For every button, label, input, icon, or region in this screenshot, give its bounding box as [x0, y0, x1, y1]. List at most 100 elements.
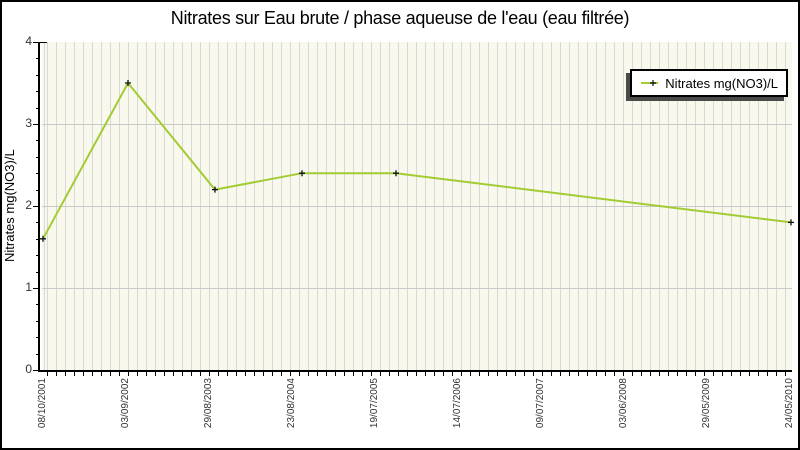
y-axis-line: [38, 42, 40, 372]
x-tick: [533, 372, 534, 376]
x-tick: [254, 372, 255, 376]
x-tick: [668, 372, 669, 376]
x-tick: [389, 372, 390, 376]
y-tick-major: [33, 124, 40, 125]
x-tick: [110, 372, 111, 376]
x-tick: [767, 372, 768, 376]
x-tick: [569, 372, 570, 376]
x-tick: [623, 372, 624, 376]
x-tick: [362, 372, 363, 376]
y-tick-major: [33, 42, 40, 43]
x-tick: [326, 372, 327, 376]
x-tick: [173, 372, 174, 376]
x-tick: [263, 372, 264, 376]
h-gridline: [42, 124, 792, 125]
x-tick: [146, 372, 147, 376]
x-tick: [245, 372, 246, 376]
x-tick: [164, 372, 165, 376]
x-tick: [731, 372, 732, 376]
x-tick: [650, 372, 651, 376]
x-tick-label: 23/08/2004: [286, 378, 297, 429]
x-tick: [236, 372, 237, 376]
x-tick: [281, 372, 282, 376]
legend-line-marker-icon: [641, 80, 659, 86]
legend-box: Nitrates mg(NO3)/L: [630, 69, 788, 97]
data-point-marker: [299, 170, 305, 177]
x-axis-line: [38, 370, 792, 372]
x-tick: [704, 372, 705, 376]
x-tick: [443, 372, 444, 376]
x-tick: [551, 372, 552, 376]
x-tick-label: 08/10/2001: [37, 378, 48, 429]
x-tick: [353, 372, 354, 376]
x-tick: [596, 372, 597, 376]
x-tick: [191, 372, 192, 376]
y-tick-major: [33, 206, 40, 207]
x-tick: [524, 372, 525, 376]
x-tick-label: 03/09/2002: [120, 378, 131, 429]
x-tick: [677, 372, 678, 376]
x-tick: [542, 372, 543, 376]
x-tick: [182, 372, 183, 376]
x-tick: [272, 372, 273, 376]
y-tick-label: 0: [25, 362, 32, 376]
x-tick: [416, 372, 417, 376]
x-tick: [209, 372, 210, 376]
x-tick-label: 29/08/2003: [203, 378, 214, 429]
x-tick: [344, 372, 345, 376]
x-tick-label: 03/06/2008: [618, 378, 629, 429]
x-tick: [740, 372, 741, 376]
x-tick: [299, 372, 300, 376]
x-tick: [119, 372, 120, 376]
x-tick: [452, 372, 453, 376]
x-tick: [200, 372, 201, 376]
x-tick-label: 24/05/2010: [784, 378, 795, 429]
x-tick: [290, 372, 291, 376]
x-tick: [335, 372, 336, 376]
x-tick: [380, 372, 381, 376]
y-tick-label: 2: [25, 198, 32, 212]
y-tick-major: [33, 370, 40, 371]
x-tick: [686, 372, 687, 376]
x-tick-label: 09/07/2007: [535, 378, 546, 429]
y-tick-label: 1: [25, 280, 32, 294]
x-tick: [137, 372, 138, 376]
data-point-marker: [212, 186, 218, 193]
y-axis-top-cap: [38, 42, 47, 43]
x-tick: [659, 372, 660, 376]
data-point-marker: [125, 80, 131, 86]
x-tick: [560, 372, 561, 376]
x-tick: [479, 372, 480, 376]
x-tick-label: 14/07/2006: [452, 378, 463, 429]
series-line: [42, 81, 792, 240]
x-tick: [515, 372, 516, 376]
x-tick: [641, 372, 642, 376]
x-tick: [614, 372, 615, 376]
x-tick: [83, 372, 84, 376]
x-tick-label: 29/05/2009: [701, 378, 712, 429]
chart-title: Nitrates sur Eau brute / phase aqueuse d…: [170, 8, 630, 28]
x-tick: [722, 372, 723, 376]
x-tick: [308, 372, 309, 376]
x-tick: [92, 372, 93, 376]
data-point-marker: [788, 219, 794, 226]
x-tick: [101, 372, 102, 376]
data-point-marker: [393, 170, 399, 177]
x-tick: [218, 372, 219, 376]
x-tick: [155, 372, 156, 376]
x-tick: [371, 372, 372, 376]
x-tick: [578, 372, 579, 376]
x-tick: [434, 372, 435, 376]
x-tick: [506, 372, 507, 376]
h-gridline: [42, 206, 792, 207]
legend-label: Nitrates mg(NO3)/L: [665, 75, 778, 91]
x-tick: [461, 372, 462, 376]
x-tick: [587, 372, 588, 376]
x-tick: [407, 372, 408, 376]
x-tick: [695, 372, 696, 376]
x-tick: [317, 372, 318, 376]
x-tick: [785, 372, 786, 376]
y-tick-label: 3: [25, 116, 32, 130]
nitrates-series-plot: [40, 80, 794, 242]
